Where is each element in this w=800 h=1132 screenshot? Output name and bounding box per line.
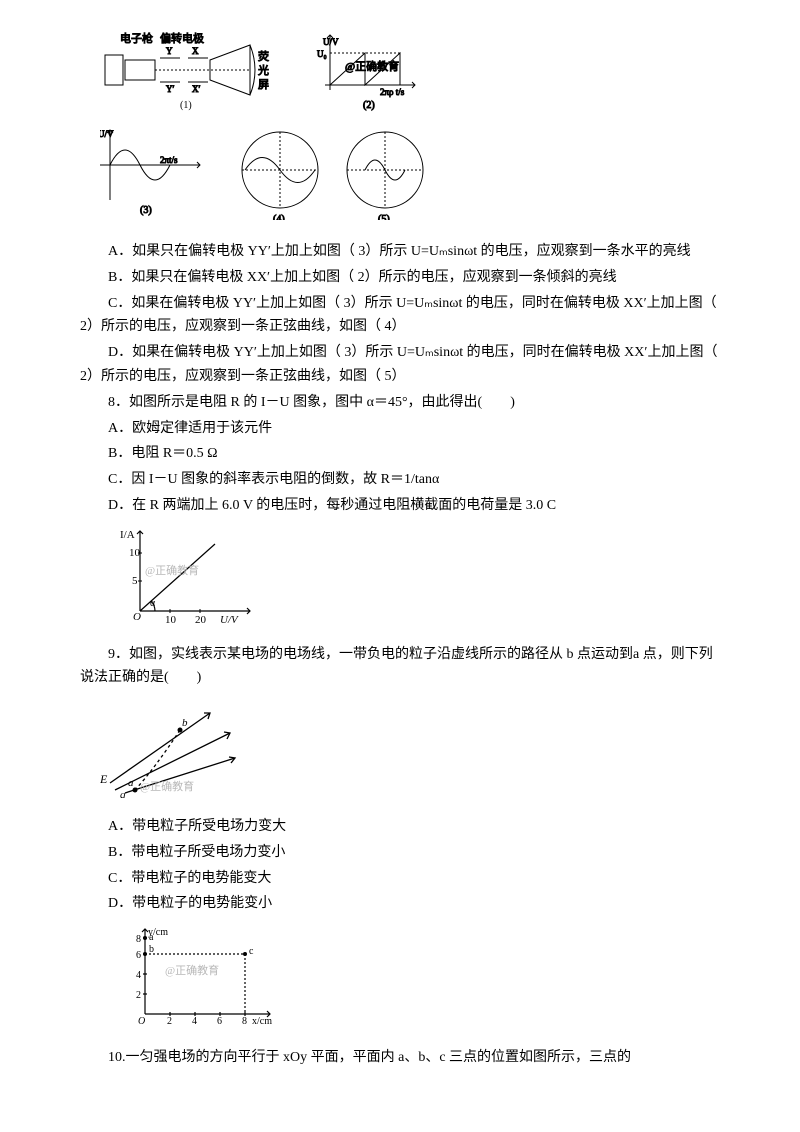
label-y: Y [166, 46, 173, 56]
q8-graph: I/A 10 5 10 20 U/V α O @正确教育 [120, 526, 720, 635]
fig-sub3: (3) [140, 205, 152, 216]
q9-figure: b a E q @正确教育 [100, 698, 720, 807]
q10-watermark: @正确教育 [165, 963, 219, 977]
label-xp: X′ [192, 84, 200, 94]
q8-stem: 8．如图所示是电阻 R 的 I－U 图象，图中 α＝45°，由此得出( ) [80, 391, 720, 415]
svg-text:屏: 屏 [258, 78, 269, 91]
q9-watermark: @正确教育 [140, 779, 194, 793]
q8-option-b: B．电阻 R＝0.5 Ω [80, 442, 720, 466]
q10-xlabel: x/cm [252, 1016, 272, 1027]
svg-text:O: O [138, 1016, 145, 1027]
q7-option-d: D．如果在偏转电极 YY′上加上如图（ 3）所示 U=Uₘsinωt 的电压，同… [80, 341, 720, 389]
q9-q: q [120, 789, 126, 798]
q9-a: a [128, 777, 134, 789]
q10-yt2: 2 [136, 990, 141, 1001]
q7-option-b: B．如果只在偏转电极 XX′上加上如图（ 2）所示的电压，应观察到一条倾斜的亮线 [80, 266, 720, 290]
label-plates: 偏转电极 [160, 31, 204, 45]
label-x: X [192, 46, 199, 56]
fig-sub2: (2) [363, 100, 375, 111]
q8-xtick-20: 20 [195, 614, 207, 626]
q9-option-c: C．带电粒子的电势能变大 [80, 867, 720, 891]
label-egun: 电子枪 [120, 31, 153, 45]
label-t2: 2πρ t/s [380, 87, 405, 97]
oscilloscope-figure: 电子枪 偏转电极 Y Y′ X X′ 荧 光 屏 (1) [100, 30, 720, 220]
q9-option-a: A．带电粒子所受电场力变大 [80, 815, 720, 839]
q8-ytick-5: 5 [132, 575, 138, 587]
q9-stem: 9．如图，实线表示某电场的电场线，一带负电的粒子沿虚线所示的路径从 b 点运动到… [80, 643, 720, 691]
svg-text:光: 光 [258, 63, 269, 77]
q10-xt8: 8 [242, 1016, 247, 1027]
fig-sub1: (1) [180, 100, 192, 111]
q8-watermark: @正确教育 [145, 563, 199, 577]
svg-text:荧: 荧 [258, 49, 269, 63]
svg-text:O: O [133, 611, 141, 623]
q10-pt-c: c [249, 946, 254, 957]
q8-xlabel: U/V [220, 614, 239, 626]
q9-option-b: B．带电粒子所受电场力变小 [80, 841, 720, 865]
fig-sub4: (4) [273, 214, 285, 220]
label-uv2: U/V [323, 37, 339, 47]
q10-stem: 10.一匀强电场的方向平行于 xOy 平面，平面内 a、b、c 三点的位置如图所… [80, 1046, 720, 1070]
q8-xtick-10: 10 [165, 614, 177, 626]
q10-xt4: 4 [192, 1016, 197, 1027]
q10-xt6: 6 [217, 1016, 222, 1027]
q8-alpha: α [150, 598, 156, 609]
q8-option-c: C．因 I－U 图象的斜率表示电阻的倒数，故 R＝1/tanα [80, 468, 720, 492]
q8-option-d: D．在 R 两端加上 6.0 V 的电压时，每秒通过电阻横截面的电荷量是 3.0… [80, 494, 720, 518]
q10-yt4: 4 [136, 970, 141, 981]
q9-E: E [100, 772, 108, 786]
label-uy: U/V [100, 129, 114, 139]
label-yp: Y′ [166, 84, 174, 94]
q10-ylabel: y/cm [148, 927, 168, 938]
q9-option-d: D．带电粒子的电势能变小 [80, 892, 720, 916]
watermark: @正确教育 [345, 59, 399, 73]
q10-pt-b: b [149, 944, 154, 955]
q9-b: b [182, 717, 188, 729]
q8-option-a: A．欧姆定律适用于该元件 [80, 417, 720, 441]
label-ts: 2πt/s [160, 155, 178, 165]
q7-option-a: A．如果只在偏转电极 YY′上加上如图（ 3）所示 U=Uₘsinωt 的电压，… [80, 240, 720, 264]
q10-yt8: 8 [136, 934, 141, 945]
q7-option-c: C．如果在偏转电极 YY′上加上如图（ 3）所示 U=Uₘsinωt 的电压，同… [80, 292, 720, 340]
q10-yt6: 6 [136, 950, 141, 961]
q8-ylabel: I/A [120, 529, 135, 541]
q10-graph: a b c y/cm 8 6 4 2 2 4 6 8 x/cm O @正确教育 [120, 924, 720, 1038]
label-u0: U₀ [317, 49, 327, 59]
fig-sub5: (5) [378, 214, 390, 220]
q10-xt2: 2 [167, 1016, 172, 1027]
